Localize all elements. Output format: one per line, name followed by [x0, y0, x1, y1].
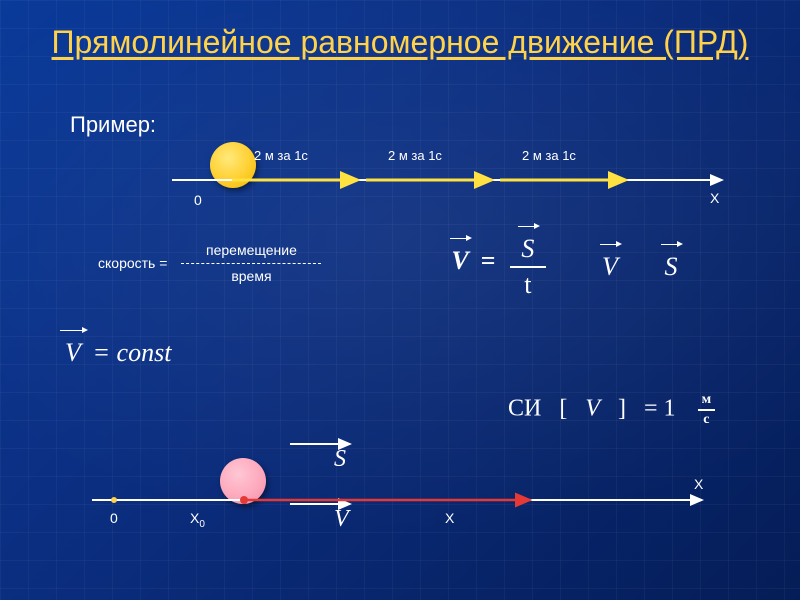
- slide-root: Прямолинейное равномерное движение (ПРД)…: [0, 0, 800, 600]
- si-unit-num: м: [698, 392, 716, 411]
- example-label: Пример:: [70, 112, 156, 138]
- si-eq1: = 1: [644, 396, 676, 422]
- formula-vs-S: S: [661, 254, 681, 280]
- speed-eq-lhs: скорость: [98, 255, 155, 271]
- page-title: Прямолинейное равномерное движение (ПРД): [0, 22, 800, 62]
- vec-arrow-icon: [450, 238, 470, 239]
- formula-vs-V: V: [600, 254, 620, 280]
- speed-eq-equals: =: [159, 255, 167, 271]
- formula-v-parallel-s: V S: [600, 244, 681, 282]
- axis-bottom-svg: [90, 480, 710, 520]
- axis2-x-label: X: [445, 510, 454, 526]
- si-var: V: [585, 396, 600, 422]
- vec-arrow-icon: [600, 244, 620, 245]
- speed-word-equation: скорость = перемещение время: [90, 238, 420, 289]
- axis2-origin-label: 0: [110, 510, 118, 526]
- formula-v-equals-s-over-t: V = S t: [450, 226, 546, 300]
- segment-label-1: 2 м за 1с: [254, 148, 308, 163]
- speed-eq-num: перемещение: [175, 240, 327, 261]
- si-unit: СИ [ V ] = 1 м с: [508, 392, 715, 428]
- tick-origin-icon: [111, 497, 117, 503]
- axis2-x0-label: X0: [190, 510, 205, 530]
- vec-arrow-icon: [661, 244, 681, 245]
- axis-top-svg: [170, 170, 730, 194]
- si-close: ]: [618, 396, 626, 422]
- formula-v-const: V = const: [60, 330, 171, 368]
- si-open: [: [559, 396, 567, 422]
- si-prefix: СИ: [508, 396, 541, 422]
- tick-x0-icon: [240, 496, 248, 504]
- axis1-origin-label: 0: [194, 192, 202, 208]
- vec-arrow-icon: [518, 226, 538, 227]
- axis2-end-label: X: [694, 476, 703, 492]
- formula-st-S: S: [518, 236, 538, 262]
- axis-bottom: 0 X0 X X: [90, 480, 710, 540]
- si-unit-den: с: [698, 411, 716, 428]
- vector-S-label: S: [334, 446, 346, 473]
- formula-st-equals: =: [481, 246, 496, 275]
- formula-st-t: t: [510, 268, 546, 300]
- axis1-end-label: X: [710, 190, 719, 206]
- segment-label-2: 2 м за 1с: [388, 148, 442, 163]
- speed-eq-fracline: [181, 263, 321, 264]
- axis-top: 2 м за 1с 2 м за 1с 2 м за 1с 0 X: [170, 170, 730, 210]
- formula-const-rhs: = const: [93, 338, 172, 367]
- segment-label-3: 2 м за 1с: [522, 148, 576, 163]
- formula-st-V: V: [450, 248, 470, 274]
- speed-eq-den: время: [175, 266, 327, 287]
- formula-const-V: V: [60, 340, 86, 366]
- vec-arrow-icon: [60, 330, 86, 331]
